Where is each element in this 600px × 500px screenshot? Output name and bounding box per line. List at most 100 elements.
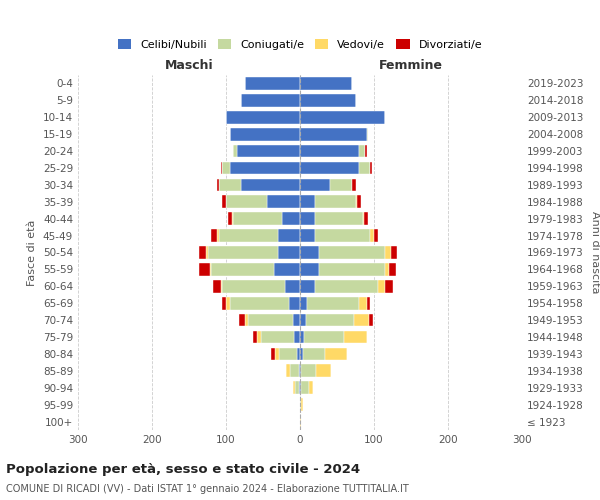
Bar bbox=[359, 297, 367, 310]
Bar bbox=[257, 330, 261, 344]
Bar bbox=[315, 212, 363, 225]
Bar bbox=[226, 196, 266, 208]
Bar bbox=[300, 314, 306, 326]
Bar bbox=[299, 364, 300, 377]
Bar bbox=[370, 162, 372, 174]
Bar bbox=[300, 415, 301, 428]
Bar bbox=[389, 263, 396, 276]
Bar bbox=[309, 382, 313, 394]
Y-axis label: Anni di nascita: Anni di nascita bbox=[590, 211, 600, 294]
Bar bbox=[344, 330, 367, 344]
Bar bbox=[230, 128, 300, 140]
Bar bbox=[378, 280, 385, 292]
Bar bbox=[299, 382, 300, 394]
Bar bbox=[199, 263, 210, 276]
Bar bbox=[315, 196, 355, 208]
Bar bbox=[329, 178, 352, 191]
Bar bbox=[226, 111, 300, 124]
Bar bbox=[300, 297, 307, 310]
Bar bbox=[300, 178, 329, 191]
Bar bbox=[274, 263, 300, 276]
Bar bbox=[253, 330, 257, 344]
Bar bbox=[355, 196, 357, 208]
Bar bbox=[369, 314, 373, 326]
Bar bbox=[300, 196, 315, 208]
Bar bbox=[211, 230, 217, 242]
Bar bbox=[278, 348, 297, 360]
Bar bbox=[245, 77, 300, 90]
Bar bbox=[315, 230, 370, 242]
Bar bbox=[385, 280, 392, 292]
Bar bbox=[278, 230, 300, 242]
Bar bbox=[223, 297, 226, 310]
Bar bbox=[300, 280, 315, 292]
Bar bbox=[285, 280, 300, 292]
Bar bbox=[364, 212, 368, 225]
Bar bbox=[230, 162, 300, 174]
Bar bbox=[278, 246, 300, 259]
Bar bbox=[300, 77, 352, 90]
Bar bbox=[221, 280, 222, 292]
Text: Maschi: Maschi bbox=[164, 58, 214, 71]
Bar bbox=[208, 246, 278, 259]
Bar bbox=[293, 314, 300, 326]
Bar bbox=[385, 263, 389, 276]
Bar bbox=[214, 280, 221, 292]
Bar bbox=[232, 212, 233, 225]
Bar bbox=[300, 128, 367, 140]
Bar bbox=[300, 212, 315, 225]
Bar bbox=[222, 162, 230, 174]
Bar bbox=[199, 246, 206, 259]
Bar bbox=[367, 128, 368, 140]
Bar bbox=[271, 348, 275, 360]
Bar bbox=[297, 348, 300, 360]
Bar bbox=[206, 246, 208, 259]
Bar bbox=[357, 196, 361, 208]
Bar bbox=[374, 230, 378, 242]
Bar bbox=[261, 330, 294, 344]
Bar bbox=[211, 263, 274, 276]
Bar bbox=[226, 297, 230, 310]
Bar bbox=[300, 230, 315, 242]
Bar bbox=[363, 212, 364, 225]
Legend: Celibi/Nubili, Coniugati/e, Vedovi/e, Divorziati/e: Celibi/Nubili, Coniugati/e, Vedovi/e, Di… bbox=[113, 34, 487, 54]
Bar bbox=[301, 364, 316, 377]
Bar bbox=[359, 162, 370, 174]
Bar bbox=[301, 398, 303, 411]
Bar bbox=[233, 212, 281, 225]
Bar bbox=[218, 230, 278, 242]
Bar bbox=[293, 382, 295, 394]
Bar bbox=[290, 364, 299, 377]
Bar bbox=[300, 94, 355, 106]
Bar bbox=[218, 178, 241, 191]
Bar bbox=[352, 178, 355, 191]
Bar bbox=[300, 382, 301, 394]
Text: COMUNE DI RICADI (VV) - Dati ISTAT 1° gennaio 2024 - Elaborazione TUTTITALIA.IT: COMUNE DI RICADI (VV) - Dati ISTAT 1° ge… bbox=[6, 484, 409, 494]
Bar bbox=[295, 382, 299, 394]
Bar bbox=[286, 364, 290, 377]
Bar bbox=[301, 382, 309, 394]
Bar bbox=[300, 398, 301, 411]
Bar bbox=[230, 297, 289, 310]
Text: Femmine: Femmine bbox=[379, 58, 443, 71]
Bar bbox=[365, 144, 367, 158]
Bar bbox=[316, 364, 331, 377]
Bar bbox=[300, 246, 319, 259]
Bar bbox=[228, 212, 232, 225]
Bar bbox=[241, 178, 300, 191]
Text: Popolazione per età, sesso e stato civile - 2024: Popolazione per età, sesso e stato civil… bbox=[6, 462, 360, 475]
Bar bbox=[391, 246, 397, 259]
Bar bbox=[315, 280, 378, 292]
Bar bbox=[307, 297, 359, 310]
Bar bbox=[248, 314, 293, 326]
Bar bbox=[266, 196, 300, 208]
Bar bbox=[221, 162, 222, 174]
Bar bbox=[304, 330, 344, 344]
Bar bbox=[300, 348, 303, 360]
Bar bbox=[223, 196, 226, 208]
Bar bbox=[217, 178, 218, 191]
Bar bbox=[300, 330, 304, 344]
Bar bbox=[237, 144, 300, 158]
Bar bbox=[300, 364, 301, 377]
Bar bbox=[359, 144, 365, 158]
